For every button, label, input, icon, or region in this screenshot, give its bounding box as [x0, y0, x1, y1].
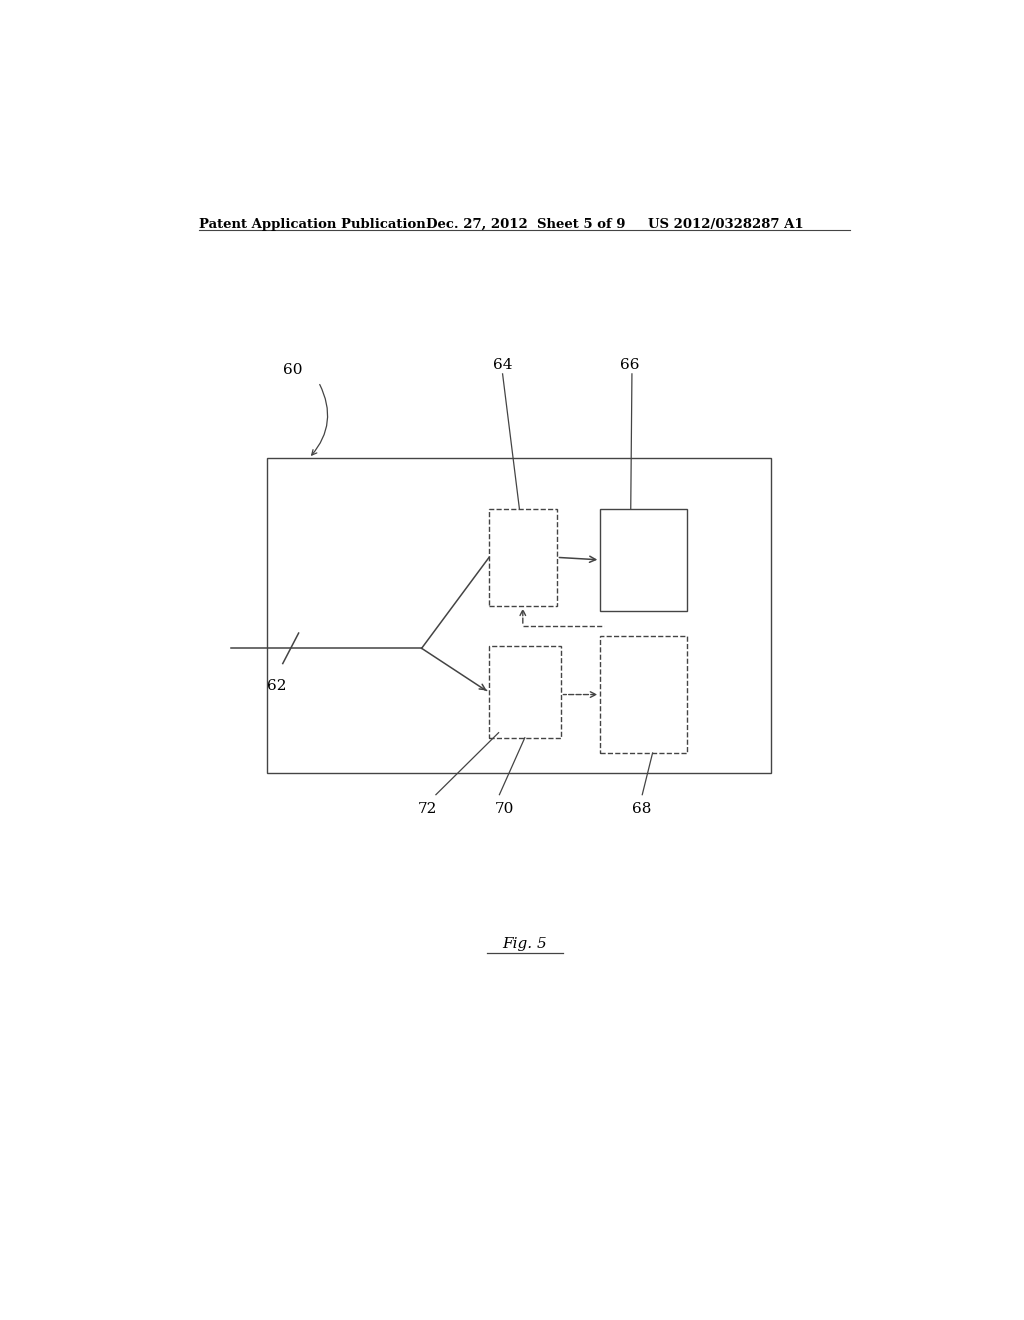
- Text: 68: 68: [632, 801, 651, 816]
- Bar: [489, 510, 557, 606]
- Bar: [489, 647, 560, 738]
- Text: Dec. 27, 2012  Sheet 5 of 9: Dec. 27, 2012 Sheet 5 of 9: [426, 218, 625, 231]
- Bar: [267, 458, 771, 774]
- Text: 62: 62: [267, 678, 287, 693]
- Text: US 2012/0328287 A1: US 2012/0328287 A1: [648, 218, 804, 231]
- Bar: [600, 636, 687, 752]
- Text: Patent Application Publication: Patent Application Publication: [200, 218, 426, 231]
- Text: 60: 60: [283, 363, 302, 378]
- Bar: [600, 510, 687, 611]
- Text: 70: 70: [495, 801, 514, 816]
- Text: 66: 66: [620, 358, 640, 372]
- Text: Fig. 5: Fig. 5: [503, 937, 547, 952]
- Text: 72: 72: [418, 801, 437, 816]
- Text: 64: 64: [494, 358, 513, 372]
